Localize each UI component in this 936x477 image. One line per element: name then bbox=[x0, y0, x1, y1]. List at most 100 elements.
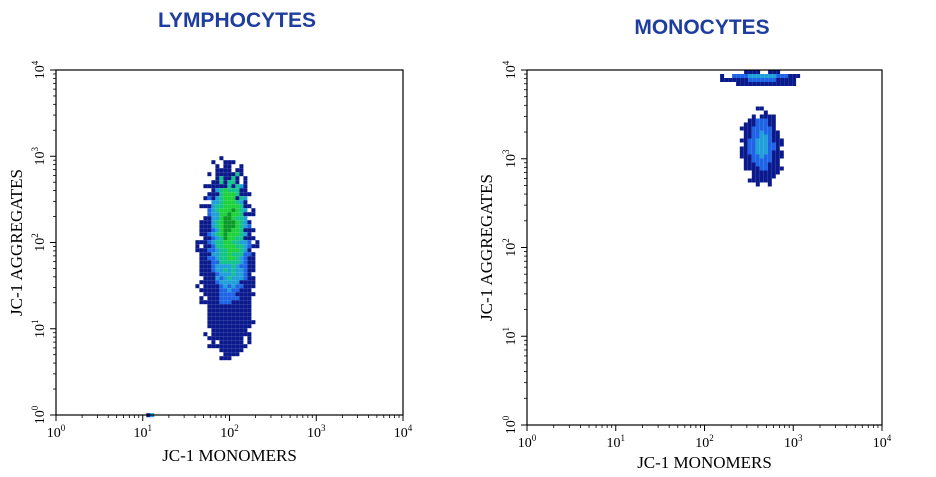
density-cell bbox=[203, 280, 208, 285]
density-cell bbox=[231, 320, 236, 325]
density-cell bbox=[235, 340, 240, 345]
density-cell bbox=[788, 78, 793, 82]
density-cell bbox=[747, 146, 752, 151]
density-cell bbox=[747, 150, 752, 155]
density-cell bbox=[239, 336, 244, 341]
density-cell bbox=[739, 154, 744, 159]
density-cell bbox=[227, 332, 232, 337]
density-cell bbox=[767, 114, 772, 119]
density-cell bbox=[215, 216, 220, 221]
density-cell bbox=[235, 328, 240, 333]
density-cell bbox=[235, 312, 240, 317]
density-cell bbox=[231, 252, 236, 257]
density-cell bbox=[239, 296, 244, 301]
density-cell bbox=[231, 304, 236, 309]
density-cell bbox=[239, 280, 244, 285]
density-cell bbox=[227, 248, 232, 253]
density-cell bbox=[235, 264, 240, 269]
density-cell bbox=[231, 344, 236, 349]
density-cell bbox=[780, 74, 785, 78]
density-cell bbox=[195, 240, 200, 245]
density-cell bbox=[239, 264, 244, 269]
density-cell bbox=[215, 264, 220, 269]
density-cell bbox=[743, 130, 748, 135]
density-cell bbox=[747, 134, 752, 139]
density-cell bbox=[767, 166, 772, 171]
density-cell bbox=[243, 260, 248, 265]
density-cell bbox=[239, 216, 244, 221]
density-cell bbox=[763, 118, 768, 123]
density-cell bbox=[751, 146, 756, 151]
density-cell bbox=[759, 126, 764, 131]
density-cell bbox=[771, 130, 776, 135]
density-cell bbox=[215, 256, 220, 261]
density-cell bbox=[772, 74, 777, 78]
density-cell bbox=[759, 170, 764, 175]
density-cell bbox=[775, 130, 780, 135]
density-cell bbox=[203, 236, 208, 241]
density-cell bbox=[747, 162, 752, 167]
density-cell bbox=[247, 256, 252, 261]
density-cell bbox=[768, 74, 773, 78]
density-cell bbox=[227, 268, 232, 273]
density-cell bbox=[211, 308, 216, 313]
density-cell bbox=[767, 162, 772, 167]
density-cell bbox=[211, 180, 216, 185]
density-cell bbox=[227, 352, 232, 357]
density-cell bbox=[223, 204, 228, 209]
density-cell bbox=[763, 170, 768, 175]
density-cell bbox=[207, 204, 212, 209]
density-cell bbox=[792, 82, 797, 86]
density-cell bbox=[235, 212, 240, 217]
density-cell bbox=[759, 146, 764, 151]
density-cell bbox=[211, 224, 216, 229]
density-cell bbox=[784, 78, 789, 82]
density-cell bbox=[227, 168, 232, 173]
density-cell bbox=[751, 162, 756, 167]
density-cell bbox=[231, 272, 236, 277]
density-cell bbox=[227, 300, 232, 305]
density-cell bbox=[752, 82, 757, 86]
density-cell bbox=[239, 300, 244, 305]
density-cell bbox=[779, 138, 784, 143]
density-cell bbox=[207, 220, 212, 225]
density-cell bbox=[243, 288, 248, 293]
density-cell bbox=[771, 138, 776, 143]
density-cell bbox=[732, 78, 737, 82]
density-cell bbox=[251, 292, 256, 297]
density-cell bbox=[235, 276, 240, 281]
y-axis-label: JC-1 AGGREGATES bbox=[7, 169, 26, 316]
density-cell bbox=[775, 158, 780, 163]
density-cell bbox=[775, 146, 780, 151]
density-cell bbox=[199, 280, 204, 285]
density-cell bbox=[215, 164, 220, 169]
density-cell bbox=[207, 336, 212, 341]
density-cell bbox=[219, 284, 224, 289]
density-cell bbox=[247, 228, 252, 233]
chart-title: MONOCYTES bbox=[634, 16, 769, 39]
density-cell bbox=[759, 158, 764, 163]
density-cell bbox=[223, 180, 228, 185]
density-cell bbox=[239, 248, 244, 253]
density-cell bbox=[771, 174, 776, 179]
density-cell bbox=[251, 252, 256, 257]
density-cell bbox=[231, 200, 236, 205]
density-cell bbox=[231, 196, 236, 201]
density-cell bbox=[223, 272, 228, 277]
density-cell bbox=[203, 288, 208, 293]
density-cell bbox=[223, 336, 228, 341]
density-cell bbox=[747, 158, 752, 163]
density-cell bbox=[207, 284, 212, 289]
density-cell bbox=[227, 312, 232, 317]
density-cell bbox=[235, 196, 240, 201]
x-tick-label: 103 bbox=[307, 423, 326, 441]
density-cell bbox=[752, 74, 757, 78]
density-cell bbox=[767, 142, 772, 147]
density-cell bbox=[239, 204, 244, 209]
density-cell bbox=[231, 268, 236, 273]
density-cell bbox=[223, 324, 228, 329]
density-cell bbox=[231, 312, 236, 317]
density-cell bbox=[239, 276, 244, 281]
density-cell bbox=[243, 312, 248, 317]
density-cell bbox=[215, 288, 220, 293]
